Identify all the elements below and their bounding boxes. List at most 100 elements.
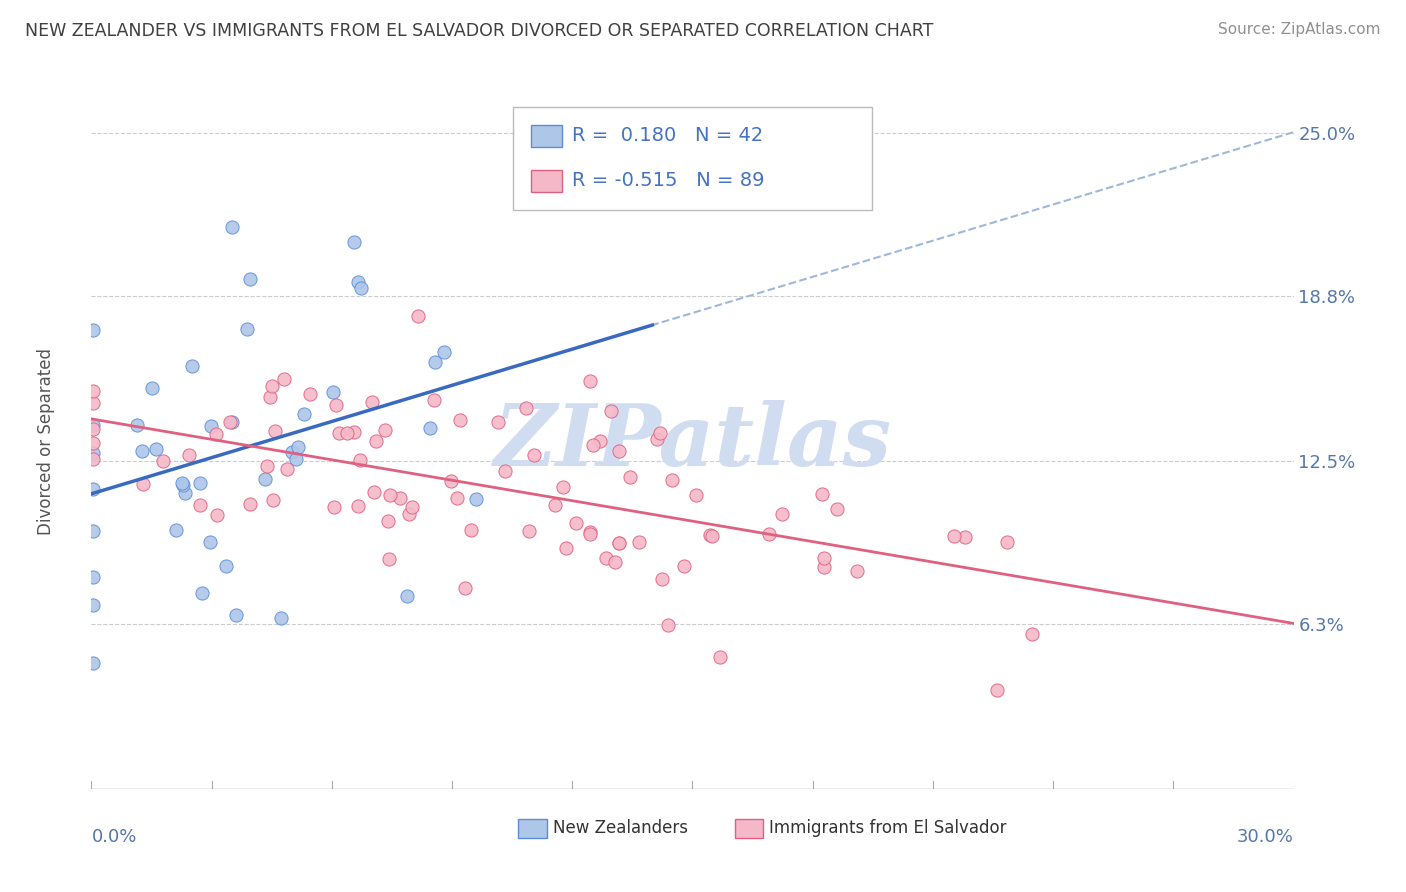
Point — [811, 486, 834, 500]
Point — [699, 528, 721, 542]
Point — [141, 381, 163, 395]
Point — [253, 472, 276, 486]
Point — [661, 473, 683, 487]
Point — [648, 425, 671, 440]
Point — [276, 461, 298, 475]
Point — [599, 403, 621, 417]
Point — [953, 530, 976, 544]
Point — [433, 345, 456, 359]
Point — [454, 581, 477, 595]
Point — [205, 508, 228, 523]
Point — [82, 570, 104, 584]
Point — [215, 559, 238, 574]
Point — [322, 385, 344, 400]
Point — [346, 275, 368, 289]
Point — [256, 459, 278, 474]
Point — [221, 220, 243, 235]
Point — [82, 323, 104, 337]
Point — [165, 524, 187, 538]
Point — [259, 391, 281, 405]
Point — [323, 500, 346, 515]
Point — [82, 384, 104, 399]
Point — [181, 359, 204, 374]
Point — [363, 485, 385, 500]
Text: New Zealanders: New Zealanders — [553, 820, 688, 838]
Point — [260, 379, 283, 393]
Point — [942, 529, 965, 543]
Point — [262, 493, 284, 508]
Point — [544, 498, 567, 512]
Text: 0.0%: 0.0% — [91, 828, 136, 846]
Point — [82, 422, 104, 436]
Point — [595, 550, 617, 565]
Point — [564, 516, 586, 530]
Point — [82, 482, 104, 496]
Point — [191, 586, 214, 600]
FancyBboxPatch shape — [519, 819, 547, 838]
Point — [82, 436, 104, 450]
Point — [494, 464, 516, 478]
Point — [651, 572, 673, 586]
Point — [702, 529, 724, 543]
Point — [170, 476, 193, 491]
Point — [82, 452, 104, 467]
Point — [273, 372, 295, 386]
Point — [401, 500, 423, 515]
Point — [1021, 627, 1043, 641]
Point — [657, 618, 679, 632]
Point — [198, 535, 221, 549]
Point — [460, 523, 482, 537]
Text: Immigrants from El Salvador: Immigrants from El Salvador — [769, 820, 1007, 838]
Point — [517, 524, 540, 538]
Point — [685, 488, 707, 502]
Text: Divorced or Separated: Divorced or Separated — [37, 348, 55, 535]
Point — [239, 497, 262, 511]
Point — [378, 552, 401, 566]
Point — [396, 590, 419, 604]
FancyBboxPatch shape — [734, 819, 763, 838]
Text: R =  0.180   N = 42: R = 0.180 N = 42 — [572, 127, 763, 145]
Point — [758, 527, 780, 541]
Point — [132, 477, 155, 491]
Point — [419, 421, 441, 435]
Point — [446, 491, 468, 505]
Point — [364, 434, 387, 448]
Point — [82, 598, 104, 612]
Point — [299, 386, 322, 401]
Point — [378, 488, 401, 502]
Point — [172, 478, 194, 492]
Point — [579, 525, 602, 540]
Point — [200, 419, 222, 434]
Point — [347, 499, 370, 513]
Point — [709, 649, 731, 664]
Point — [603, 555, 626, 569]
Point — [285, 452, 308, 467]
Text: R = -0.515   N = 89: R = -0.515 N = 89 — [572, 171, 765, 190]
Point — [440, 474, 463, 488]
Text: NEW ZEALANDER VS IMMIGRANTS FROM EL SALVADOR DIVORCED OR SEPARATED CORRELATION C: NEW ZEALANDER VS IMMIGRANTS FROM EL SALV… — [25, 22, 934, 40]
Point — [221, 415, 243, 429]
Point — [488, 415, 510, 429]
Point — [579, 527, 602, 541]
Point — [825, 502, 848, 516]
Point — [995, 535, 1018, 549]
Point — [578, 374, 600, 388]
Point — [325, 398, 347, 412]
Point — [377, 514, 399, 528]
Point — [225, 608, 247, 623]
Point — [281, 445, 304, 459]
Point — [627, 534, 650, 549]
Point — [82, 445, 104, 459]
Point — [450, 413, 472, 427]
Point — [292, 407, 315, 421]
Point — [287, 441, 309, 455]
Point — [589, 434, 612, 449]
Point — [235, 322, 257, 336]
Point — [270, 611, 292, 625]
Point — [174, 485, 197, 500]
Point — [188, 476, 211, 491]
Point — [82, 417, 104, 432]
Point — [336, 426, 359, 441]
Point — [464, 491, 486, 506]
Point — [374, 423, 396, 437]
